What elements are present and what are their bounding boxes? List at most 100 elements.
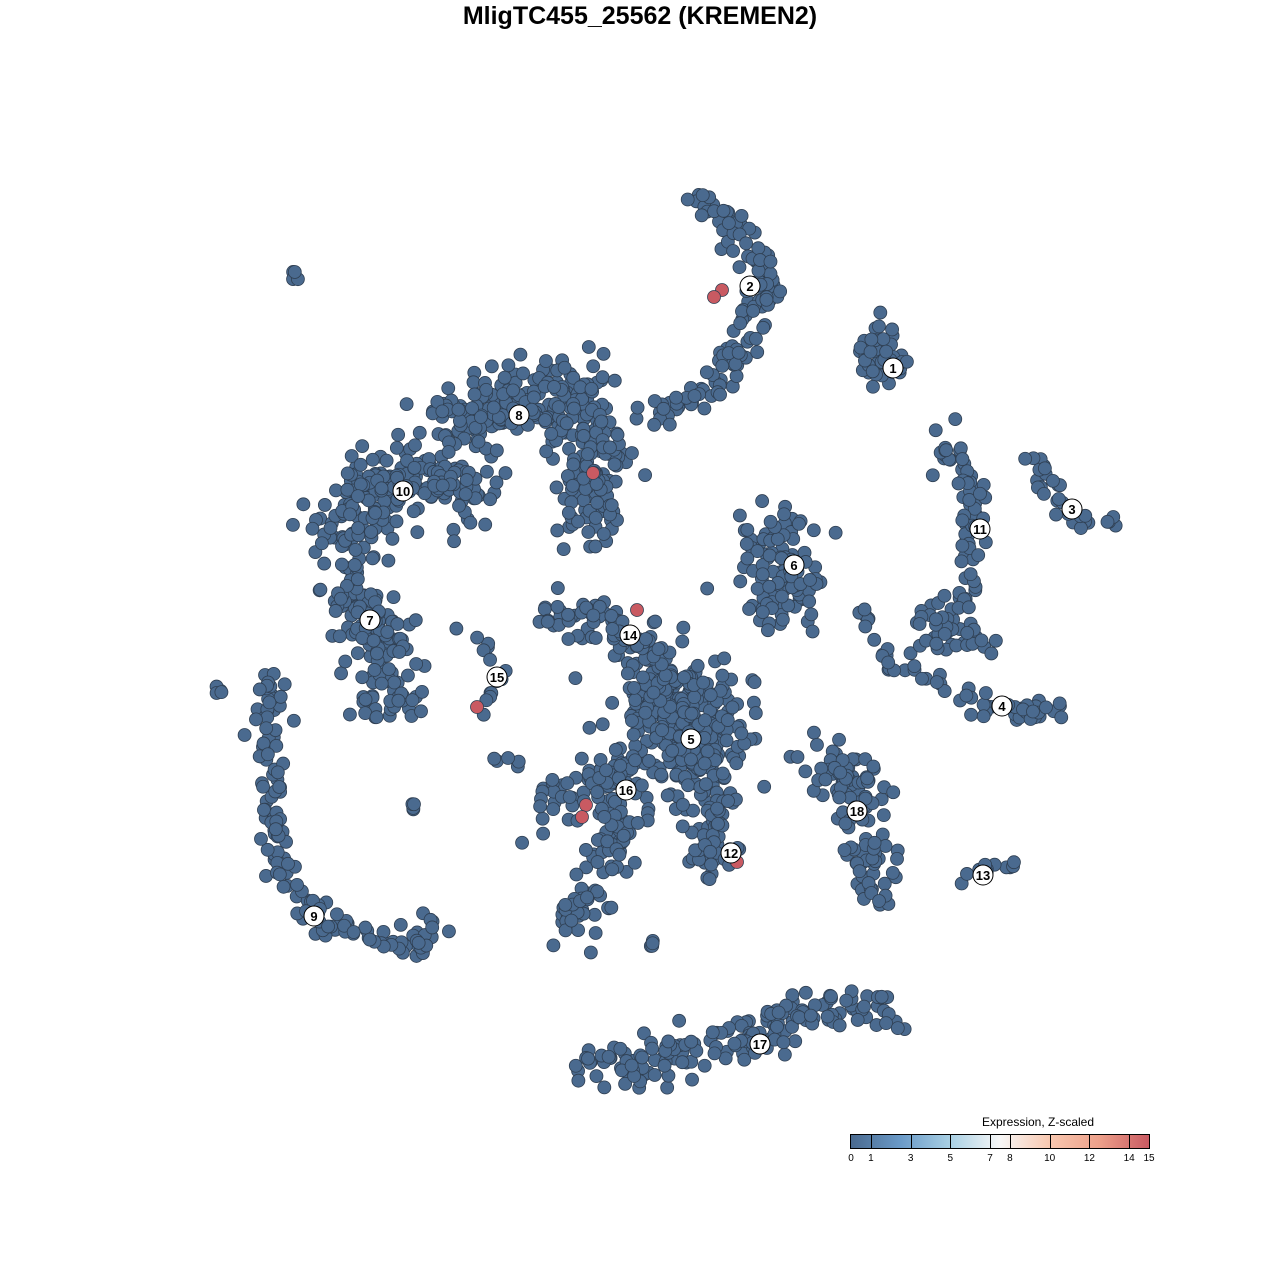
data-point (937, 588, 952, 603)
data-point (408, 438, 422, 453)
data-point (539, 354, 553, 368)
data-point (675, 1055, 690, 1070)
data-point (290, 877, 304, 892)
data-point (569, 867, 584, 882)
data-point (486, 400, 501, 415)
data-point (578, 843, 593, 857)
data-point (333, 591, 348, 606)
data-point (613, 758, 628, 773)
data-point (582, 720, 597, 735)
data-point (583, 945, 598, 960)
data-point (694, 208, 709, 223)
data-point (351, 521, 365, 536)
legend-title: Expression, Z-scaled (981, 1115, 1095, 1129)
data-point (314, 536, 329, 551)
data-point (955, 538, 970, 553)
data-point (603, 440, 617, 455)
data-point (605, 862, 620, 877)
data-point (560, 776, 575, 791)
data-point (608, 742, 623, 757)
cluster-label-9: 9 (303, 905, 325, 927)
data-point (746, 304, 760, 318)
data-point (928, 423, 943, 438)
data-point (259, 721, 274, 736)
data-point (726, 244, 740, 258)
data-point (498, 466, 513, 480)
data-point (365, 551, 380, 566)
data-point (777, 507, 791, 522)
data-point (576, 429, 591, 443)
data-point (590, 495, 605, 510)
data-point (1037, 461, 1052, 476)
data-point (516, 366, 530, 381)
data-point (818, 772, 833, 787)
data-point (599, 763, 613, 778)
data-point (803, 573, 817, 587)
legend-colorbar (850, 1134, 1150, 1149)
data-point (604, 900, 619, 915)
data-point (414, 704, 428, 719)
data-point (389, 440, 404, 455)
data-point (696, 675, 711, 690)
data-point (537, 602, 552, 617)
data-point (374, 481, 389, 496)
data-point (317, 556, 332, 571)
data-point (656, 401, 671, 416)
data-point (684, 752, 698, 767)
legend-tick-label: 5 (947, 1153, 954, 1164)
data-point (690, 658, 705, 673)
data-point (636, 670, 650, 685)
data-point (654, 767, 669, 782)
data-point (634, 778, 649, 793)
legend-tick-mark (910, 1135, 912, 1148)
svg-text:12: 12 (724, 846, 738, 861)
data-point (762, 579, 777, 594)
svg-text:15: 15 (490, 670, 504, 685)
data-point (719, 733, 734, 748)
data-point (484, 359, 499, 374)
data-point (907, 659, 922, 674)
data-point (260, 842, 275, 857)
data-point (441, 381, 456, 396)
data-point (729, 369, 744, 383)
data-point (476, 643, 491, 658)
data-point (699, 365, 714, 380)
data-point (962, 493, 977, 507)
legend-tick-mark (950, 1135, 952, 1148)
data-point (697, 756, 712, 771)
data-point (647, 394, 662, 408)
legend-tick-mark (1049, 1135, 1051, 1148)
data-point (707, 1046, 722, 1061)
data-point (287, 265, 302, 279)
data-point (407, 460, 422, 475)
data-point (389, 514, 404, 529)
data-point (628, 753, 642, 768)
svg-text:17: 17 (753, 1037, 767, 1052)
data-point (960, 626, 975, 640)
data-point (881, 655, 896, 670)
data-point (879, 1016, 894, 1031)
data-point (565, 478, 580, 493)
data-point (412, 425, 427, 440)
data-point (805, 624, 820, 639)
data-point (401, 668, 415, 683)
legend-tick-label: 15 (1143, 1153, 1155, 1164)
data-point (954, 554, 969, 569)
svg-text:14: 14 (623, 628, 638, 643)
data-point (571, 1073, 586, 1088)
data-point (376, 924, 391, 939)
data-point (1007, 855, 1021, 870)
data-point (647, 1068, 662, 1082)
data-point (669, 390, 683, 405)
data-point (214, 685, 229, 700)
data-point (346, 925, 361, 939)
data-point (857, 999, 871, 1014)
data-point (860, 771, 875, 786)
data-point (286, 713, 301, 728)
data-point (571, 514, 585, 529)
data-point (590, 884, 605, 899)
data-point (661, 1034, 676, 1049)
data-point (770, 1019, 784, 1034)
data-point (929, 675, 944, 690)
chart-title: MligTC455_25562 (KREMEN2) (462, 2, 818, 30)
